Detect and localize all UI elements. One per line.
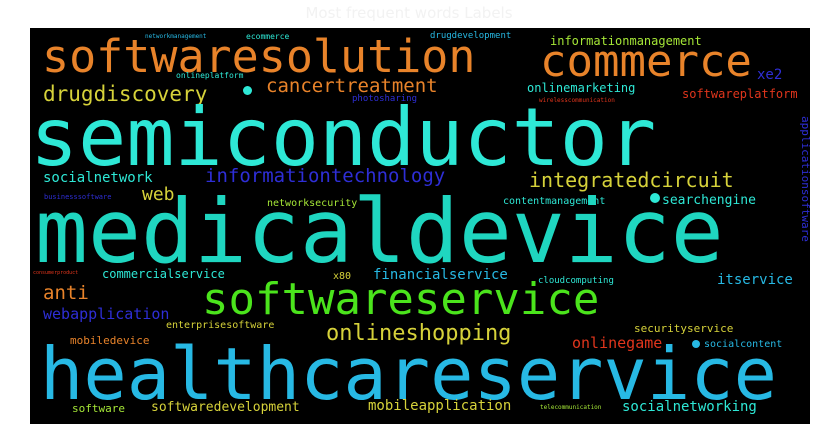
- word-businesssoftware: businesssoftware: [44, 193, 112, 201]
- word-photosharing: photosharing: [352, 94, 418, 104]
- word-itservice: itservice: [717, 272, 793, 288]
- word-mobiledevice: mobiledevice: [70, 334, 150, 347]
- word-networksecurity: networksecurity: [267, 198, 358, 209]
- word-wirelesscommunication: wirelesscommunication: [539, 97, 615, 104]
- wordcloud-title: Most frequent words Labels: [305, 4, 513, 22]
- word-securityservice: securityservice: [634, 322, 734, 335]
- word-applicationsoftware: applicationsoftware: [799, 116, 810, 242]
- word-commercialservice: commercialservice: [102, 267, 225, 281]
- word-cancertreatment: cancertreatment: [266, 75, 438, 97]
- word-consumerproduct: consumerproduct: [33, 270, 79, 276]
- word-integratedcircuit: integratedcircuit: [529, 168, 734, 192]
- word-webapplication: webapplication: [43, 305, 170, 323]
- word-enterprisesoftware: enterprisesoftware: [166, 320, 275, 331]
- word-xe2: xe2: [757, 67, 783, 83]
- word-anti: anti: [43, 282, 89, 304]
- word-socialcontent: socialcontent: [704, 339, 783, 350]
- word-softwaresolution: softwaresolution: [42, 30, 476, 83]
- wordcloud-dot: [692, 340, 700, 348]
- wordcloud-dot: [650, 193, 660, 203]
- word-softwareservice: softwareservice: [202, 274, 600, 325]
- word-drugdiscovery: drugdiscovery: [43, 82, 208, 106]
- word-cloudcomputing: cloudcomputing: [538, 276, 614, 286]
- word-onlineshopping: onlineshopping: [326, 321, 512, 346]
- word-web: web: [142, 184, 175, 205]
- word-informationmanagement: informationmanagement: [550, 34, 702, 48]
- word-ecommerce: ecommerce: [246, 32, 290, 41]
- word-healthcareservice: healthcareservice: [40, 332, 777, 416]
- word-x80: x80: [333, 271, 352, 282]
- word-socialnetwork: socialnetwork: [43, 170, 153, 186]
- wordcloud-dot: [243, 86, 252, 95]
- word-socialnetworking: socialnetworking: [622, 399, 757, 415]
- wordcloud-canvas: networkmanagement ecommerce drugdevelopm…: [30, 28, 810, 424]
- word-drugdevelopment: drugdevelopment: [430, 31, 512, 41]
- word-commerce: commerce: [540, 36, 752, 87]
- word-mobileapplication: mobileapplication: [368, 398, 512, 414]
- word-onlinegame: onlinegame: [572, 334, 663, 352]
- word-networkmanagement: networkmanagement: [145, 33, 207, 40]
- word-softwaredevelopment: softwaredevelopment: [151, 400, 300, 415]
- word-telecommunication: telecommunication: [540, 404, 602, 411]
- word-searchengine: searchengine: [662, 193, 756, 208]
- word-contentmanagement: contentmanagement: [503, 196, 606, 207]
- word-financialservice: financialservice: [373, 267, 508, 283]
- word-medicaldevice: medicaldevice: [35, 180, 724, 283]
- word-informationtechnology: informationtechnology: [205, 165, 446, 187]
- word-softwareplatform: softwareplatform: [682, 87, 798, 101]
- word-onlinemarketing: onlinemarketing: [527, 81, 636, 95]
- word-onlineplatform: onlineplatform: [176, 71, 244, 80]
- word-software: software: [72, 402, 125, 415]
- word-semiconductor: semiconductor: [30, 91, 657, 184]
